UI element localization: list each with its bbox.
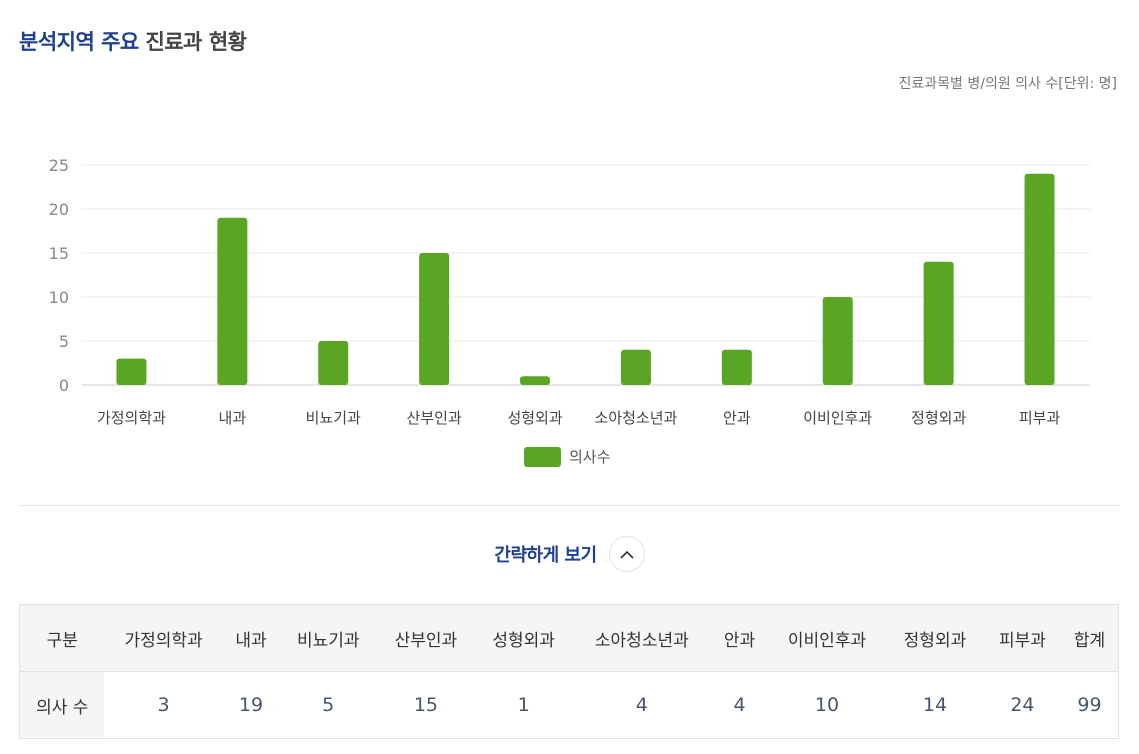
table-cell: 4 — [635, 694, 648, 716]
bar — [116, 358, 147, 385]
y-tick-label: 5 — [59, 332, 69, 351]
table-header-cell: 피부과 — [983, 604, 1062, 672]
bar — [721, 349, 752, 385]
table-row: 의사 수 3 19 5 15 1 4 4 10 14 24 99 — [19, 671, 1119, 739]
table-header-cell: 합계 — [1061, 604, 1119, 672]
table-header-cell: 구분 — [19, 604, 105, 672]
section-divider — [19, 505, 1119, 506]
table-cell: 14 — [922, 694, 948, 716]
table-cell: 3 — [157, 694, 170, 716]
title-rest: 진료과 현황 — [138, 30, 247, 54]
table-cell: 24 — [1010, 694, 1035, 716]
table-header-cell: 산부인과 — [377, 604, 475, 672]
bar-chart: 0 5 10 15 20 25 가정의학과 내과 비뇨기과 산부인과 성형외과 소아청소년과 안과 이비인… — [49, 156, 1090, 427]
bar — [318, 341, 349, 385]
table-cell: 5 — [322, 694, 335, 716]
y-tick-label: 20 — [49, 200, 69, 219]
x-tick-label: 내과 — [219, 409, 247, 427]
bar — [620, 349, 651, 385]
x-tick-label: 산부인과 — [407, 409, 462, 427]
unit-note: 진료과목별 병/의원 의사 수[단위: 명] — [898, 76, 1117, 92]
chart-legend[interactable]: 의사수 — [524, 446, 610, 467]
page-title: 분석지역 주요 진료과 현황 — [19, 26, 247, 56]
y-tick-label: 25 — [49, 156, 69, 175]
table-header-cell: 성형외과 — [474, 604, 573, 672]
y-tick-label: 15 — [49, 244, 69, 263]
table-header-cell: 가정의학과 — [104, 604, 223, 672]
legend-swatch — [524, 446, 561, 467]
table-header-cell: 소아청소년과 — [572, 604, 712, 672]
x-tick-label: 피부과 — [1019, 409, 1061, 427]
y-tick-label: 0 — [59, 376, 69, 395]
x-tick-label: 가정의학과 — [97, 409, 166, 427]
table-cell: 4 — [733, 694, 746, 716]
bar — [822, 297, 853, 385]
x-tick-label: 소아청소년과 — [595, 409, 678, 427]
x-tick-label: 비뇨기과 — [306, 409, 361, 427]
chevron-up-icon[interactable] — [608, 536, 645, 572]
table-header-cell: 정형외과 — [886, 604, 984, 672]
bar — [419, 253, 450, 385]
table-cell: 1 — [517, 694, 530, 716]
table-row-label: 의사 수 — [19, 671, 105, 739]
summary-table: 구분 가정의학과 내과 비뇨기과 산부인과 성형외과 소아청소년과 안과 이비인후과 정형외과 피… — [19, 604, 1119, 739]
table-header-cell: 안과 — [711, 604, 768, 672]
bar — [923, 261, 954, 385]
x-tick-label: 안과 — [723, 409, 751, 427]
table-cell: 19 — [238, 694, 264, 716]
table-header-cell: 비뇨기과 — [279, 604, 378, 672]
x-tick-label: 정형외과 — [911, 409, 966, 427]
x-tick-label: 이비인후과 — [803, 409, 872, 427]
table-cell: 99 — [1077, 694, 1102, 716]
table-cell: 10 — [814, 694, 840, 716]
legend-label: 의사수 — [569, 448, 611, 466]
title-highlight: 분석지역 주요 — [19, 30, 139, 54]
table-cell: 15 — [413, 694, 439, 716]
bar — [1024, 173, 1055, 385]
bar — [217, 217, 248, 385]
summary-toggle[interactable]: 간략하게 보기 — [0, 536, 1139, 572]
x-tick-label: 성형외과 — [507, 409, 562, 427]
toggle-label[interactable]: 간략하게 보기 — [494, 545, 597, 566]
table-header-cell: 내과 — [222, 604, 280, 672]
table-header-cell: 이비인후과 — [767, 604, 887, 672]
y-tick-label: 10 — [49, 288, 69, 307]
bar — [520, 376, 551, 385]
table-header-row: 구분 가정의학과 내과 비뇨기과 산부인과 성형외과 소아청소년과 안과 이비인후과 정형외과 피… — [19, 604, 1119, 672]
